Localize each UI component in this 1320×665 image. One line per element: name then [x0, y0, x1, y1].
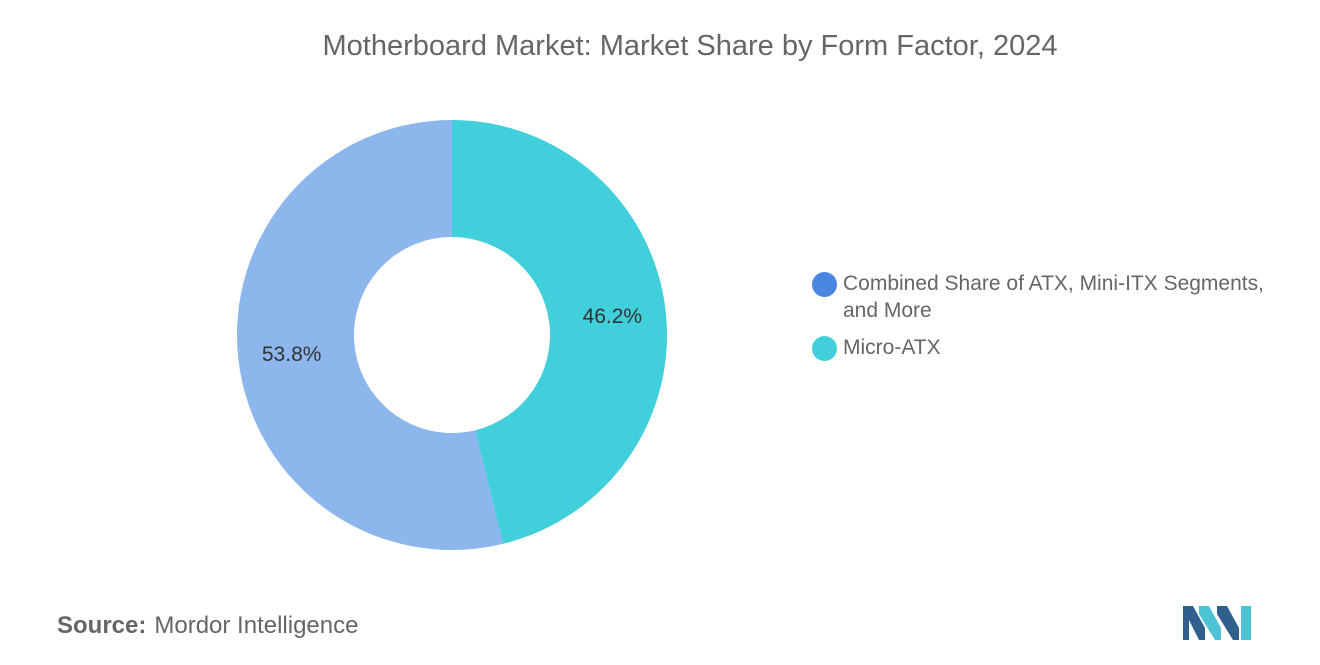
source-note: Source: Mordor Intelligence	[57, 612, 358, 640]
mordor-intelligence-logo-icon	[1183, 606, 1251, 640]
legend-label-micro-atx: Micro-ATX	[843, 336, 941, 359]
data-label-micro-atx: 46.2%	[583, 305, 643, 328]
source-name: Mordor Intelligence	[154, 612, 359, 639]
donut-slice-combined-share[interactable]	[237, 120, 503, 550]
legend-item-micro-atx[interactable]: Micro-ATX	[812, 334, 1312, 361]
legend-swatch-micro-atx	[812, 336, 837, 361]
source-prefix: Source:	[57, 612, 147, 639]
legend-item-combined-share[interactable]: Combined Share of ATX, Mini-ITX Segments…	[812, 270, 1312, 324]
legend: Combined Share of ATX, Mini-ITX Segments…	[812, 270, 1312, 371]
data-label-combined-share: 53.8%	[262, 343, 322, 366]
donut-slice-micro-atx[interactable]	[452, 120, 667, 544]
chart-title: Motherboard Market: Market Share by Form…	[322, 30, 1058, 62]
legend-swatch-combined-share	[812, 272, 837, 297]
legend-label-combined-share: Combined Share of ATX, Mini-ITX Segments…	[843, 272, 1264, 322]
